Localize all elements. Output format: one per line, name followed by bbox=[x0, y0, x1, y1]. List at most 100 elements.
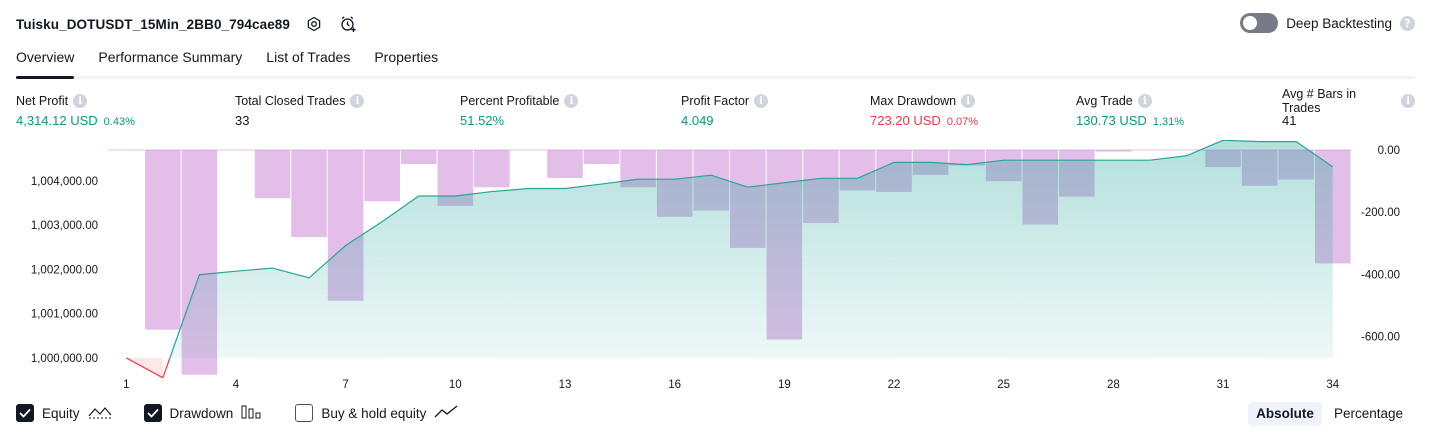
drawdown-bar bbox=[400, 150, 437, 164]
y-right-tick-label: -400.00 bbox=[1361, 269, 1400, 281]
equity-loss-line bbox=[125, 357, 164, 379]
metric-net-profit: Net Profit i 4,314.12 USD 0.43% bbox=[16, 93, 135, 128]
x-tick-label: 28 bbox=[1107, 379, 1120, 391]
x-tick-label: 34 bbox=[1326, 379, 1339, 391]
tab-properties[interactable]: Properties bbox=[374, 49, 439, 65]
x-tick-label: 13 bbox=[559, 379, 572, 391]
buy-hold-line-icon bbox=[434, 404, 458, 422]
y-right-tick-label: 0.00 bbox=[1378, 145, 1400, 157]
add-alert-icon[interactable] bbox=[338, 14, 358, 34]
metric-percent: 0.07% bbox=[946, 116, 979, 128]
drawdown-bar bbox=[474, 150, 510, 188]
info-icon[interactable]: i bbox=[1137, 94, 1152, 108]
x-tick-label: 10 bbox=[449, 379, 462, 391]
absolute-button[interactable]: Absolute bbox=[1248, 402, 1322, 426]
y-right-tick-label: -200.00 bbox=[1361, 207, 1400, 219]
help-question-icon[interactable]: ? bbox=[1400, 15, 1415, 31]
buy-hold-checkbox[interactable] bbox=[295, 404, 314, 422]
metric-label: Net Profit bbox=[16, 94, 69, 108]
metric-profit-factor: Profit Factor i 4.049 bbox=[681, 93, 769, 128]
strategy-header: Tuisku_DOTUSDT_15Min_2BB0_794cae89 bbox=[16, 12, 358, 36]
equity-line-icon bbox=[88, 405, 112, 422]
tab-list-of-trades[interactable]: List of Trades bbox=[266, 49, 351, 65]
info-icon[interactable]: i bbox=[1401, 94, 1415, 108]
metric-value: 4,314.12 USD bbox=[16, 113, 98, 128]
metric-value: 41 bbox=[1282, 113, 1297, 128]
drawdown-checkbox[interactable] bbox=[143, 404, 162, 422]
metric-value: 51.52% bbox=[460, 113, 505, 128]
metric-label: Avg # Bars in Trades bbox=[1282, 87, 1357, 115]
metric-value: 723.20 USD bbox=[870, 113, 941, 128]
strategy-title: Tuisku_DOTUSDT_15Min_2BB0_794cae89 bbox=[16, 16, 291, 32]
y-left-tick-label: 1,000,000.00 bbox=[31, 353, 98, 365]
metric-label: Percent Profitable bbox=[460, 94, 560, 108]
legend-buy-hold-label: Buy & hold equity bbox=[321, 405, 427, 421]
equity-line bbox=[169, 140, 1334, 359]
settings-gear-icon[interactable] bbox=[304, 14, 324, 34]
y-left-tick-label: 1,003,000.00 bbox=[31, 220, 98, 232]
deep-backtesting: Deep Backtesting ? bbox=[1240, 13, 1415, 33]
metric-value: 130.73 USD bbox=[1076, 113, 1147, 128]
metric-value: 33 bbox=[235, 113, 250, 128]
metric-max-drawdown: Max Drawdown i 723.20 USD 0.07% bbox=[870, 93, 978, 128]
y-left-tick-label: 1,004,000.00 bbox=[31, 176, 98, 188]
drawdown-bar bbox=[145, 150, 181, 330]
metric-percent-profitable: Percent Profitable i 51.52% bbox=[460, 93, 579, 128]
metric-avg-trade: Avg Trade i 130.73 USD 1.31% bbox=[1076, 93, 1184, 128]
info-icon[interactable]: i bbox=[350, 94, 365, 108]
metric-value: 4.049 bbox=[681, 113, 714, 128]
info-icon[interactable]: i bbox=[754, 94, 769, 108]
x-tick-label: 25 bbox=[997, 379, 1010, 391]
info-icon[interactable]: i bbox=[564, 94, 579, 108]
y-axis-right: 0.00 -200.00 -400.00 -600.00 bbox=[1361, 145, 1400, 343]
x-tick-label: 19 bbox=[778, 379, 791, 391]
equity-area bbox=[125, 140, 1334, 379]
drawdown-bar bbox=[254, 150, 291, 199]
equity-drawdown-chart[interactable]: 1,000,000.00 1,001,000.00 1,002,000.00 1,00… bbox=[0, 140, 1431, 395]
drawdown-bar bbox=[949, 150, 985, 166]
equity-gain-area bbox=[169, 140, 1333, 358]
equity-loss-line bbox=[162, 357, 171, 378]
x-tick-label: 1 bbox=[123, 379, 129, 391]
metric-label: Max Drawdown bbox=[870, 94, 957, 108]
deep-backtesting-toggle[interactable] bbox=[1240, 13, 1279, 33]
value-mode-switch: Absolute Percentage bbox=[1248, 402, 1411, 426]
y-axis-left: 1,000,000.00 1,001,000.00 1,002,000.00 1,00… bbox=[31, 176, 98, 365]
legend-buy-hold[interactable]: Buy & hold equity bbox=[295, 404, 458, 422]
legend-drawdown-label: Drawdown bbox=[169, 405, 234, 421]
deep-backtesting-label: Deep Backtesting bbox=[1286, 15, 1392, 31]
metric-percent: 1.31% bbox=[1152, 116, 1185, 128]
metric-label: Avg Trade bbox=[1076, 94, 1133, 108]
drawdown-bar bbox=[583, 150, 620, 164]
y-left-tick-label: 1,001,000.00 bbox=[31, 309, 98, 321]
y-left-tick-label: 1,002,000.00 bbox=[31, 264, 98, 276]
metric-total-closed-trades: Total Closed Trades i 33 bbox=[235, 93, 365, 128]
metric-avg-bars: Avg # Bars in Trades i 41 bbox=[1282, 87, 1415, 128]
drawdown-bar bbox=[291, 150, 327, 238]
equity-checkbox[interactable] bbox=[16, 404, 34, 422]
x-tick-label: 4 bbox=[233, 379, 240, 391]
tab-bar: Overview Performance Summary List of Tra… bbox=[16, 46, 1415, 79]
legend-equity[interactable]: Equity bbox=[16, 404, 112, 422]
toggle-knob bbox=[1243, 16, 1258, 30]
info-icon[interactable]: i bbox=[73, 94, 88, 108]
legend-equity-label: Equity bbox=[42, 405, 80, 421]
x-axis: 1 4 7 10 13 16 19 22 25 28 31 34 bbox=[123, 379, 1340, 391]
metric-percent: 0.43% bbox=[103, 116, 135, 128]
legend-drawdown[interactable]: Drawdown bbox=[143, 404, 264, 422]
tab-performance-summary[interactable]: Performance Summary bbox=[98, 49, 243, 65]
x-tick-label: 22 bbox=[888, 379, 901, 391]
metric-label: Total Closed Trades bbox=[235, 94, 346, 108]
x-tick-label: 16 bbox=[668, 379, 681, 391]
x-tick-label: 7 bbox=[342, 379, 348, 391]
drawdown-bar bbox=[364, 150, 400, 202]
percentage-button[interactable]: Percentage bbox=[1333, 406, 1403, 421]
y-right-tick-label: -600.00 bbox=[1361, 331, 1400, 343]
drawdown-bar bbox=[547, 150, 583, 178]
info-icon[interactable]: i bbox=[961, 94, 976, 108]
chart-legend: Equity Drawdown Buy & hold equity bbox=[16, 404, 476, 422]
metric-label: Profit Factor bbox=[681, 94, 750, 108]
metrics-row: Net Profit i 4,314.12 USD 0.43% Total Clos… bbox=[16, 87, 1415, 133]
tab-overview[interactable]: Overview bbox=[16, 46, 75, 79]
drawdown-bar bbox=[1095, 150, 1132, 152]
